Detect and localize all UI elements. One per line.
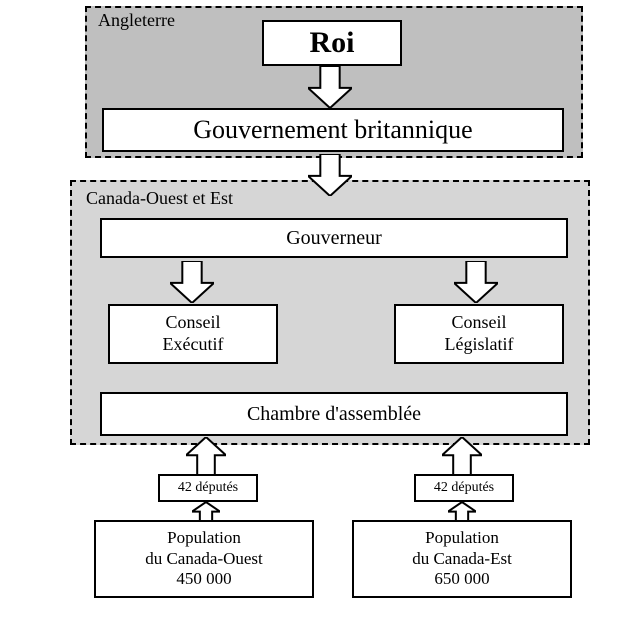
arrow-up-icon	[448, 502, 476, 522]
node-dep-est-label: 42 députés	[434, 480, 494, 497]
node-deputes-est: 42 députés	[414, 474, 514, 502]
arrow-up-icon	[192, 502, 220, 522]
arrow-up-icon	[442, 437, 482, 475]
node-chambre-assemblee: Chambre d'assemblée	[100, 392, 568, 436]
node-conseil-executif: ConseilExécutif	[108, 304, 278, 364]
arrow-down-icon	[308, 154, 352, 196]
node-population-ouest: Populationdu Canada-Ouest450 000	[94, 520, 314, 598]
arrow-down-icon	[454, 261, 498, 303]
region-angleterre-label: Angleterre	[98, 10, 175, 31]
node-roi-label: Roi	[310, 25, 355, 61]
node-pop-ouest-label: Populationdu Canada-Ouest450 000	[145, 528, 263, 589]
node-population-est: Populationdu Canada-Est650 000	[352, 520, 572, 598]
node-cons-leg-label: ConseilLégislatif	[445, 312, 514, 355]
node-pop-est-label: Populationdu Canada-Est650 000	[412, 528, 512, 589]
region-canada-label: Canada-Ouest et Est	[86, 188, 233, 209]
diagram-canvas: Angleterre Canada-Ouest et Est Roi Gouve…	[0, 0, 623, 622]
node-chambre-label: Chambre d'assemblée	[247, 402, 421, 426]
node-gouverneur: Gouverneur	[100, 218, 568, 258]
node-dep-ouest-label: 42 députés	[178, 480, 238, 497]
node-gouverneur-label: Gouverneur	[286, 226, 382, 250]
node-deputes-ouest: 42 députés	[158, 474, 258, 502]
node-conseil-legislatif: ConseilLégislatif	[394, 304, 564, 364]
node-roi: Roi	[262, 20, 402, 66]
node-cons-exec-label: ConseilExécutif	[163, 312, 224, 355]
node-gouv-brit-label: Gouvernement britannique	[193, 114, 472, 145]
node-gouvernement-britannique: Gouvernement britannique	[102, 108, 564, 152]
arrow-down-icon	[170, 261, 214, 303]
arrow-up-icon	[186, 437, 226, 475]
arrow-down-icon	[308, 66, 352, 108]
